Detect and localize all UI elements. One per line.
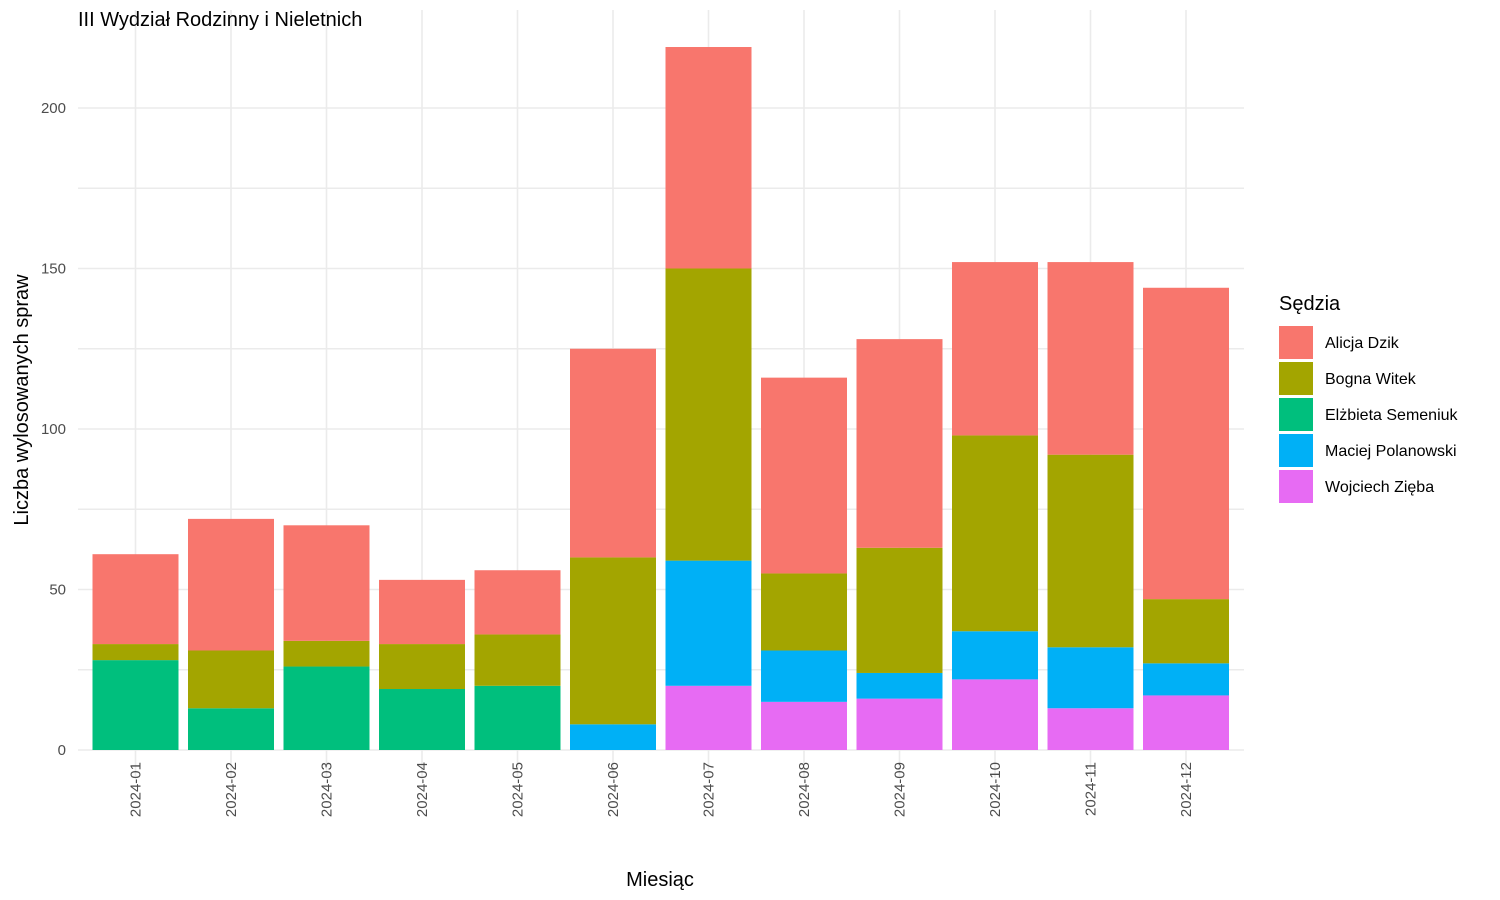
bar-segment — [665, 560, 752, 686]
bar-segment — [761, 650, 847, 702]
y-tick-label: 200 — [41, 100, 66, 117]
bar-segment — [570, 348, 656, 558]
legend-label: Bogna Witek — [1325, 371, 1417, 388]
y-axis-title: Liczba wylosowanych spraw — [11, 274, 33, 526]
legend-label: Maciej Polanowski — [1325, 443, 1457, 460]
bar-segment — [856, 339, 943, 548]
x-tick-label: 2024-06 — [605, 762, 622, 817]
legend-label: Alicja Dzik — [1325, 335, 1400, 352]
bar-segment — [474, 685, 561, 750]
legend-title: Sędzia — [1279, 293, 1341, 315]
bar-segment — [379, 644, 465, 690]
bar-segment — [761, 701, 847, 750]
bar-segment — [1047, 708, 1134, 750]
bar-segment — [283, 666, 370, 750]
bar-segment — [92, 660, 179, 750]
legend-swatch — [1279, 362, 1313, 395]
x-tick-label: 2024-12 — [1178, 762, 1195, 817]
bar-segment — [92, 644, 179, 661]
legend-swatch — [1279, 434, 1313, 467]
legend-swatch — [1279, 398, 1313, 431]
legend-label: Wojciech Zięba — [1325, 479, 1434, 496]
bar-segment — [1143, 287, 1229, 600]
bar-segment — [188, 708, 274, 750]
bar-segment — [856, 547, 943, 673]
legend-swatch — [1279, 326, 1313, 359]
bar-segment — [474, 570, 561, 635]
bar-segment — [92, 554, 179, 645]
bar-segment — [474, 634, 561, 686]
bar-segment — [952, 435, 1038, 632]
bar-segment — [1047, 262, 1134, 455]
bar-segment — [952, 679, 1038, 750]
bar-segment — [665, 47, 752, 269]
legend-label: Elżbieta Semeniuk — [1325, 407, 1459, 424]
x-axis-title: Miesiąc — [626, 869, 694, 891]
bar-segment — [1143, 663, 1229, 696]
x-tick-label: 2024-03 — [319, 762, 336, 817]
bar-segment — [188, 650, 274, 709]
bar-segment — [188, 518, 274, 651]
x-tick-label: 2024-09 — [892, 762, 909, 817]
x-tick-label: 2024-01 — [128, 762, 145, 817]
bar-segment — [570, 557, 656, 725]
bar-segment — [952, 262, 1038, 436]
x-tick-label: 2024-11 — [1083, 762, 1100, 816]
bar-segment — [952, 631, 1038, 680]
bar-segment — [665, 268, 752, 561]
x-tick-label: 2024-10 — [987, 762, 1004, 817]
bar-segment — [379, 689, 465, 750]
bar-segment — [761, 573, 847, 651]
x-tick-label: 2024-02 — [223, 762, 240, 817]
y-tick-label: 150 — [41, 261, 66, 278]
y-axis-ticks: 0 50 100 150 200 — [41, 100, 66, 759]
x-tick-label: 2024-08 — [796, 762, 813, 817]
bars — [92, 47, 1229, 750]
bar-segment — [856, 672, 943, 699]
bar-segment — [856, 698, 943, 750]
bar-segment — [761, 377, 847, 574]
x-axis-ticks: 2024-01 2024-02 2024-03 2024-04 2024-05 2024-… — [128, 762, 1196, 817]
bar-segment — [665, 685, 752, 750]
x-tick-label: 2024-05 — [510, 762, 527, 817]
y-tick-label: 0 — [58, 742, 66, 759]
bar-segment — [283, 525, 370, 641]
bar-segment — [1143, 695, 1229, 750]
x-tick-label: 2024-04 — [414, 762, 431, 817]
y-tick-label: 100 — [41, 421, 66, 438]
bar-segment — [570, 724, 656, 750]
bar-segment — [1047, 647, 1134, 709]
y-tick-label: 50 — [49, 582, 66, 599]
bar-segment — [283, 640, 370, 667]
bar-segment — [1047, 454, 1134, 648]
x-tick-label: 2024-07 — [701, 762, 718, 817]
bar-segment — [1143, 599, 1229, 664]
chart-title: III Wydział Rodzinny i Nieletnich — [78, 9, 362, 31]
legend-swatch — [1279, 470, 1313, 503]
bar-segment — [379, 579, 465, 645]
legend: Sędzia Alicja Dzik Bogna Witek Elżbieta Se… — [1279, 293, 1459, 503]
